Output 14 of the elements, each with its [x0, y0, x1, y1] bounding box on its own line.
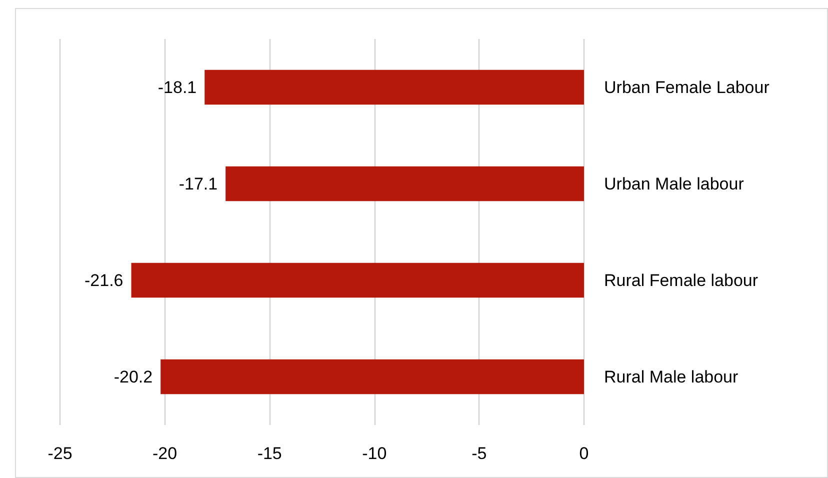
- data-label: -21.6: [84, 270, 124, 290]
- x-tick-label: -15: [257, 444, 282, 463]
- x-tick-label: -5: [472, 444, 487, 463]
- data-label: -18.1: [158, 78, 197, 97]
- x-tick-label: -20: [152, 444, 178, 463]
- y-tick-label: Rural Female labour: [604, 270, 758, 290]
- y-tick-label: Urban Male labour: [604, 174, 744, 194]
- data-label: -17.1: [178, 174, 218, 194]
- y-tick-label: Urban Female Labour: [604, 78, 770, 97]
- y-tick-label: Rural Male labour: [604, 367, 739, 386]
- x-tick-label: 0: [579, 444, 589, 463]
- x-tick-label: -10: [362, 444, 387, 463]
- data-label: -20.2: [114, 367, 153, 386]
- x-tick-label: -25: [48, 444, 72, 463]
